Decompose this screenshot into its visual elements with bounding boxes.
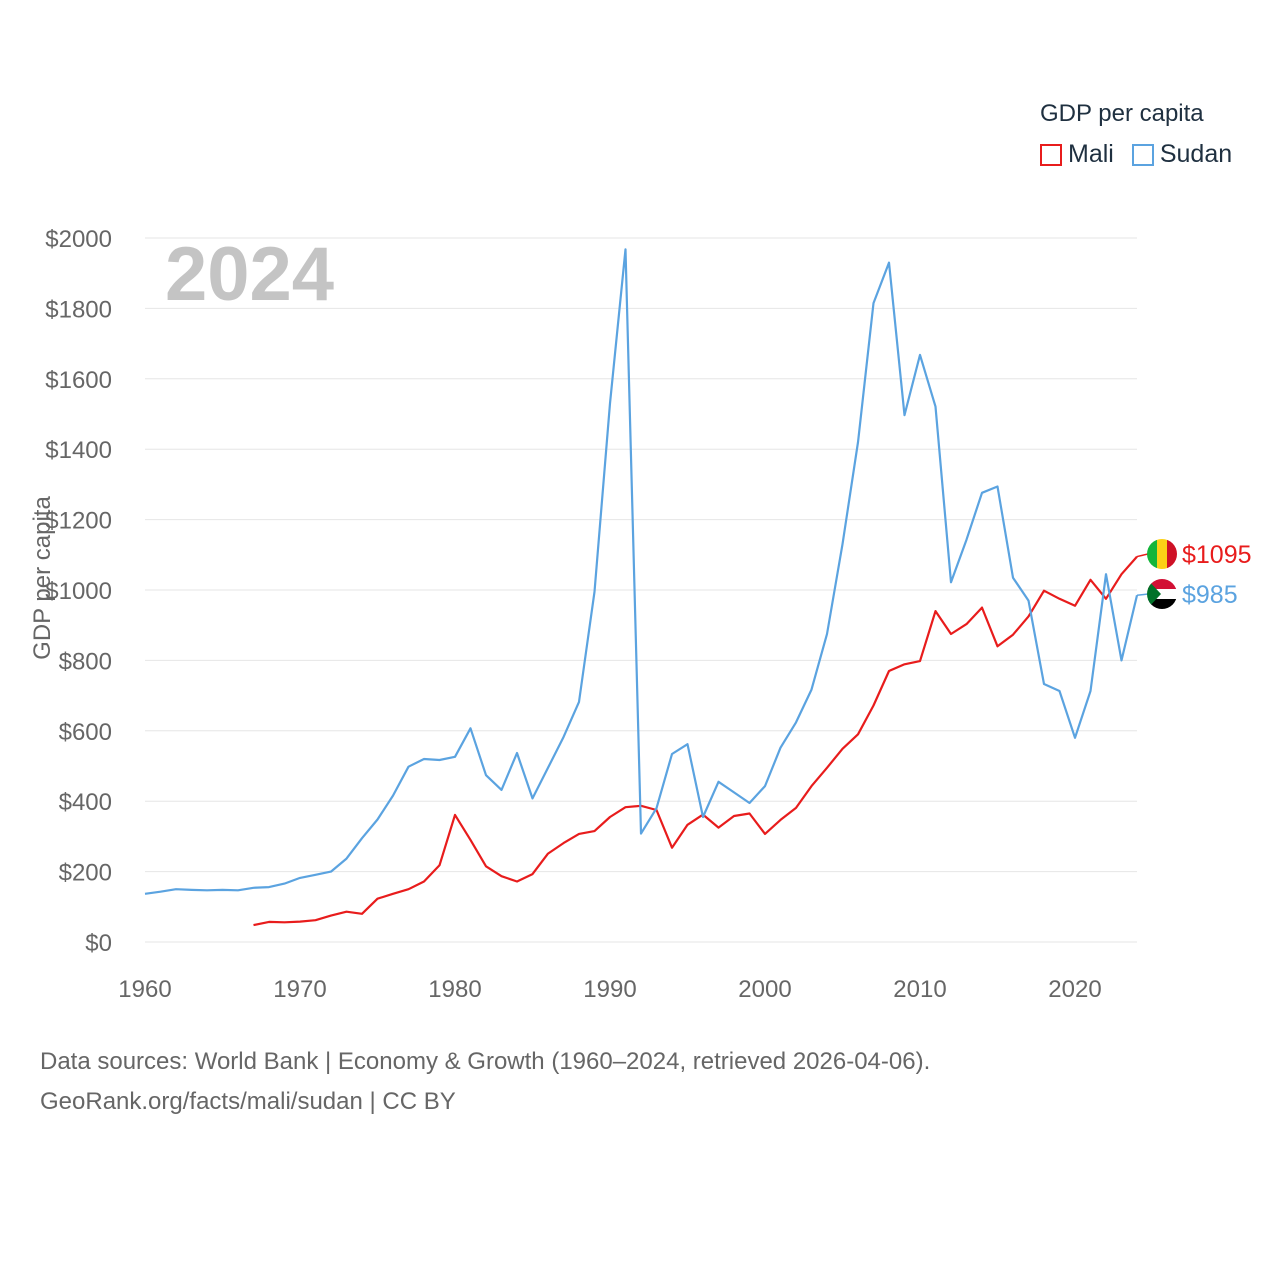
x-tick-label: 2020	[1048, 976, 1101, 1003]
attribution-link[interactable]: GeoRank.org/facts/mali/sudan | CC BY	[40, 1088, 456, 1115]
x-tick-label: 2010	[893, 976, 946, 1003]
x-tick-label: 2000	[738, 976, 791, 1003]
legend-label-mali: Mali	[1068, 140, 1114, 168]
y-tick-label: $1200	[45, 508, 112, 535]
end-connector-sudan	[1136, 593, 1149, 597]
legend-swatch-sudan	[1131, 143, 1154, 166]
flag-sudan-icon	[1147, 579, 1177, 609]
flag-mali-icon	[1147, 539, 1177, 569]
year-label: 2024	[165, 232, 334, 317]
series-line-sudan	[144, 248, 1139, 895]
legend-label-sudan: Sudan	[1159, 140, 1233, 168]
grid-lines	[145, 237, 1137, 943]
legend-item-mali[interactable]: Mali	[1040, 140, 1114, 169]
y-tick-label: $2000	[45, 226, 112, 253]
x-tick-label: 1990	[583, 976, 636, 1003]
legend-title: GDP per capita	[1040, 100, 1204, 127]
y-tick-label: $0	[85, 930, 112, 957]
legend-item-sudan[interactable]: Sudan	[1131, 140, 1233, 169]
series-lines	[144, 248, 1139, 927]
x-tick-label: 1980	[428, 976, 481, 1003]
end-markers: $1095 $985	[1136, 539, 1252, 609]
y-axis-title: GDP per capita	[29, 496, 56, 660]
data-sources-text: Data sources: World Bank | Economy & Gro…	[40, 1048, 931, 1075]
y-tick-label: $1400	[45, 437, 112, 464]
legend-swatch-mali	[1040, 143, 1062, 166]
y-tick-label: $800	[59, 648, 112, 675]
x-tick-label: 1960	[118, 976, 171, 1003]
end-connector-mali	[1136, 553, 1149, 558]
y-tick-label: $600	[59, 719, 112, 746]
footer: Data sources: World Bank | Economy & Gro…	[40, 1042, 930, 1122]
x-axis-ticks: 1960 1970 1980 1990 2000 2010 2020	[118, 976, 1101, 1003]
legend: GDP per capita Mali Sudan	[1040, 100, 1250, 169]
series-line-mali	[253, 555, 1138, 927]
y-tick-label: $400	[59, 789, 112, 816]
y-axis-ticks: $0 $200 $400 $600 $800 $1000 $1200 $1400 $1600 $1…	[45, 226, 112, 957]
end-value-label-mali: $1095	[1182, 541, 1252, 569]
y-tick-label: $1800	[45, 296, 112, 323]
y-tick-label: $1600	[45, 367, 112, 394]
y-tick-label: $200	[59, 860, 112, 887]
x-tick-label: 1970	[273, 976, 326, 1003]
end-value-label-sudan: $985	[1182, 581, 1238, 609]
y-tick-label: $1000	[45, 578, 112, 605]
